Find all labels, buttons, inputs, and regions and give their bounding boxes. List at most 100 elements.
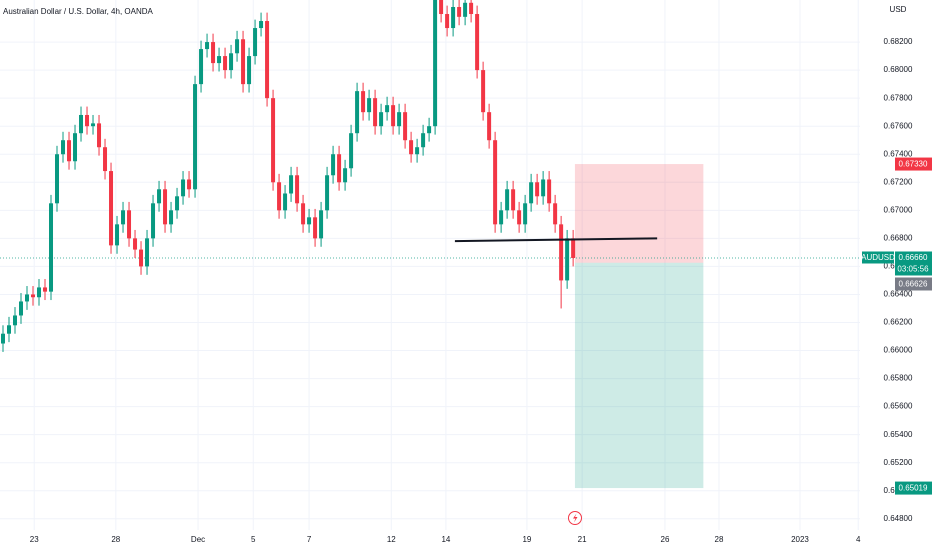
candle-body xyxy=(529,182,534,204)
candle-body xyxy=(475,14,480,71)
price-label-bg xyxy=(895,481,932,495)
y-tick-label: 0.65800 xyxy=(884,374,913,383)
candle-body xyxy=(325,175,330,211)
candle-body xyxy=(187,179,192,190)
candle-body xyxy=(493,140,498,225)
candle-body xyxy=(181,179,186,197)
candle-body xyxy=(373,98,378,127)
x-tick-label: 5 xyxy=(251,535,256,544)
candle-body xyxy=(283,193,288,211)
y-tick-label: 0.66000 xyxy=(884,346,913,355)
candle-body xyxy=(31,294,36,298)
candle-body xyxy=(109,171,114,246)
price-label-bg xyxy=(895,157,932,171)
candle-body xyxy=(211,42,216,64)
candle-body xyxy=(451,7,456,29)
candle-body xyxy=(151,203,156,239)
candle-body xyxy=(193,84,198,190)
candle-body xyxy=(241,39,246,85)
candle-body xyxy=(427,126,432,134)
candle-body xyxy=(265,21,270,99)
candle-body xyxy=(271,98,276,183)
candle-body xyxy=(517,210,522,225)
candle-body xyxy=(343,168,348,183)
x-tick-label: 14 xyxy=(441,535,450,544)
candle-body xyxy=(415,147,420,155)
candle-body xyxy=(349,133,354,169)
candle-body xyxy=(277,182,282,211)
x-tick-label: 4 xyxy=(856,535,861,544)
candle-body xyxy=(169,210,174,225)
grid xyxy=(0,0,860,530)
price-label: 0.67330 xyxy=(899,160,928,169)
candle-body xyxy=(313,217,318,239)
candle-body xyxy=(421,133,426,148)
y-tick-label: 0.65600 xyxy=(884,402,913,411)
candle-body xyxy=(505,189,510,211)
candle-body xyxy=(445,14,450,29)
stop-zone xyxy=(574,164,704,263)
currency-label: USD xyxy=(890,5,907,14)
y-tick-label: 0.66800 xyxy=(884,233,913,242)
candle-body xyxy=(49,203,54,292)
price-label-bg xyxy=(895,277,932,291)
candle-body xyxy=(547,179,552,204)
candle-body xyxy=(511,189,516,211)
event-bolt[interactable] xyxy=(573,513,578,523)
candle-body xyxy=(199,49,204,85)
candle-body xyxy=(259,21,264,29)
candle-body xyxy=(565,238,570,281)
x-tick-label: 7 xyxy=(307,535,312,544)
candle-body xyxy=(19,301,24,316)
candle-body xyxy=(289,175,294,194)
candle-body xyxy=(139,249,144,267)
trend-line xyxy=(454,237,658,243)
candle-body xyxy=(85,114,90,127)
candle-body xyxy=(469,2,474,15)
price-label: 0.66626 xyxy=(899,280,928,289)
candle-body xyxy=(499,210,504,225)
target-zone xyxy=(574,262,704,489)
candle-body xyxy=(97,123,102,148)
y-tick-label: 0.67800 xyxy=(884,93,913,102)
price-axis: 0.648000.650000.652000.654000.656000.658… xyxy=(861,37,932,523)
candle-body xyxy=(73,133,78,162)
x-tick-label: Dec xyxy=(191,535,205,544)
candle-body xyxy=(43,287,48,292)
x-tick-label: 28 xyxy=(111,535,120,544)
x-tick-label: 26 xyxy=(661,535,670,544)
candle-body xyxy=(217,56,222,64)
x-tick-label: 12 xyxy=(387,535,396,544)
candle-body xyxy=(103,147,108,172)
candle-body xyxy=(229,53,234,71)
candle-body xyxy=(157,189,162,204)
candle-body xyxy=(127,210,132,239)
candle-body xyxy=(481,70,486,113)
event-icon[interactable] xyxy=(568,511,582,525)
candle-body xyxy=(307,217,312,225)
y-tick-label: 0.65400 xyxy=(884,430,913,439)
candle-body xyxy=(223,56,228,71)
x-tick-label: 21 xyxy=(578,535,587,544)
candle-body xyxy=(145,238,150,267)
x-tick-label: 23 xyxy=(30,535,39,544)
candle-body xyxy=(409,140,414,155)
candle-body xyxy=(247,56,252,85)
candle-body xyxy=(535,182,540,197)
y-tick-label: 0.68200 xyxy=(884,37,913,46)
candle-body xyxy=(367,98,372,113)
x-tick-label: 28 xyxy=(715,535,724,544)
y-tick-label: 0.67000 xyxy=(884,205,913,214)
candle-body xyxy=(433,0,438,127)
candle-body xyxy=(457,7,462,17)
y-tick-label: 0.68000 xyxy=(884,65,913,74)
candle-body xyxy=(295,175,300,204)
candle-body xyxy=(559,224,564,281)
candle-body xyxy=(91,123,96,127)
y-tick-label: 0.66400 xyxy=(884,290,913,299)
candle-body xyxy=(175,196,180,211)
last-price-label: 0.66660 xyxy=(899,253,928,262)
candle-body xyxy=(79,114,84,134)
